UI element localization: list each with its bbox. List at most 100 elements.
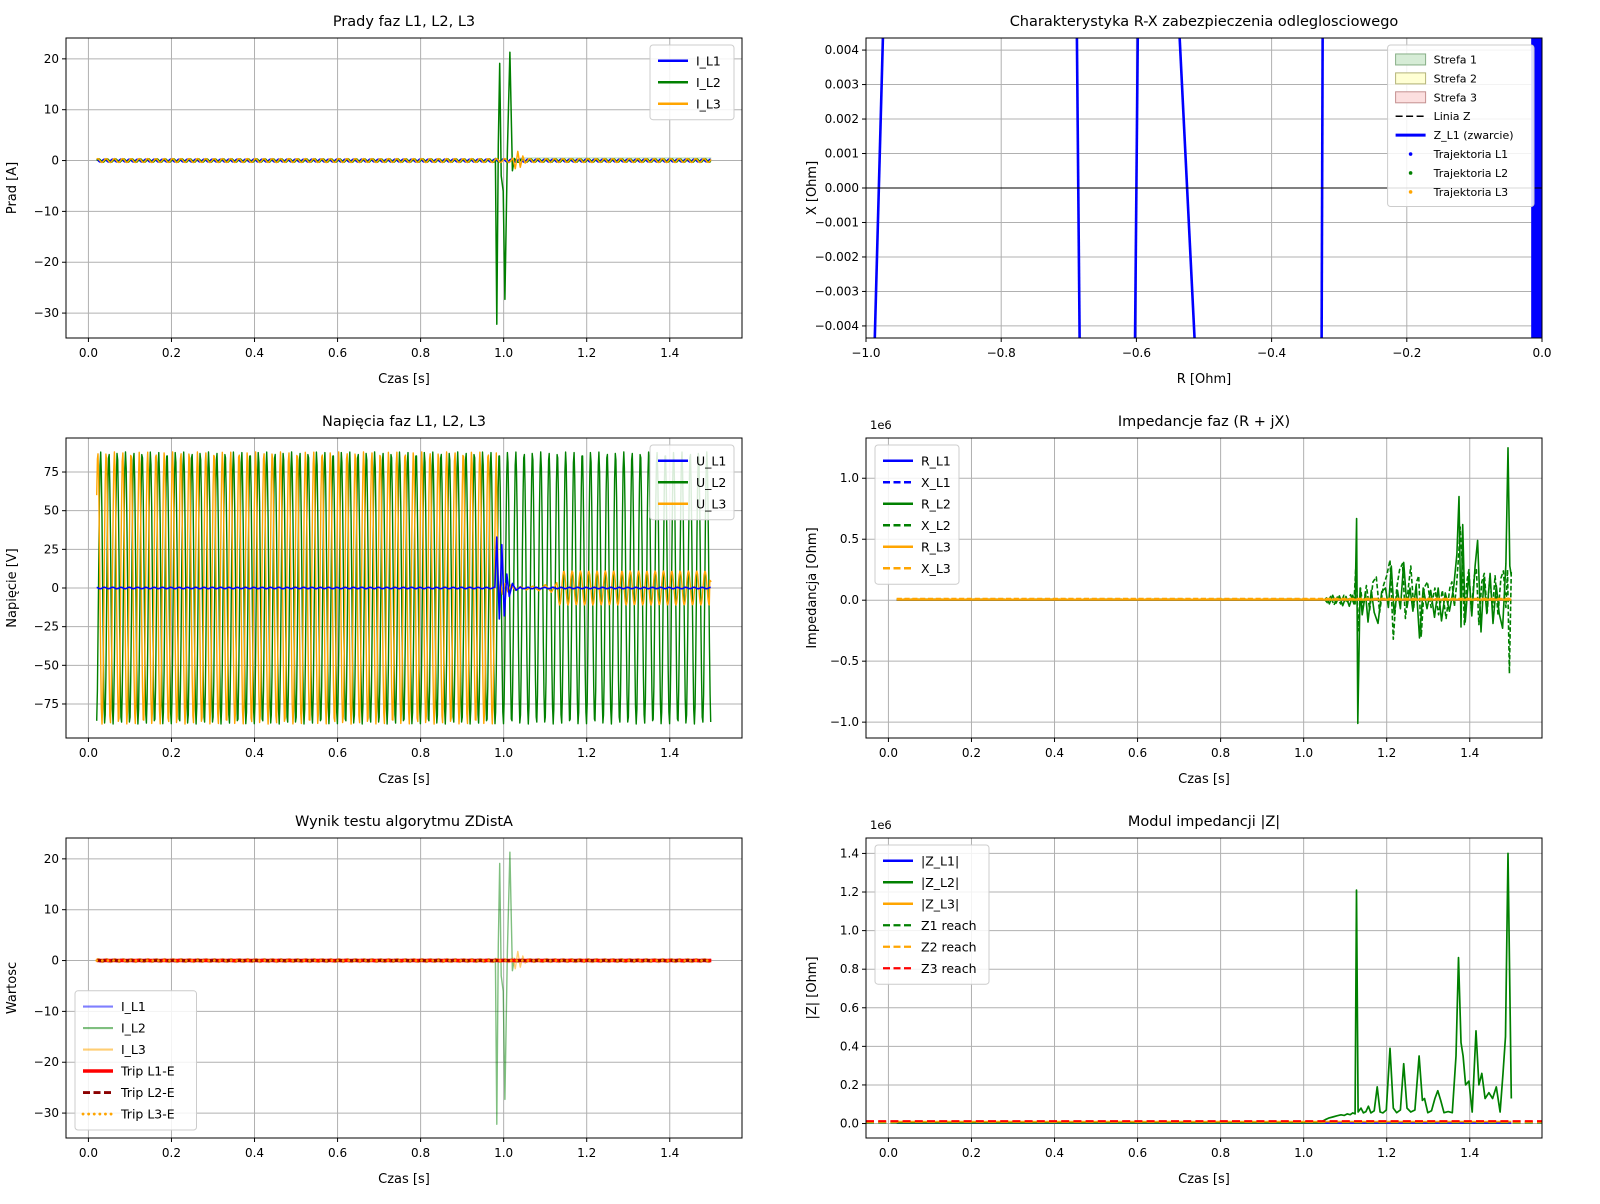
- legend-label: R_L1: [921, 453, 951, 468]
- svg-text:0.2: 0.2: [162, 746, 181, 760]
- grid: [866, 438, 1542, 738]
- legend-label: X_L3: [921, 561, 951, 576]
- svg-text:0.8: 0.8: [411, 746, 430, 760]
- svg-text:0.2: 0.2: [162, 1146, 181, 1160]
- svg-text:0.8: 0.8: [840, 962, 859, 976]
- y-axis-label: |Z| [Ohm]: [805, 956, 820, 1019]
- svg-text:50: 50: [44, 504, 59, 518]
- svg-text:−30: −30: [34, 1106, 59, 1120]
- svg-text:−20: −20: [34, 255, 59, 269]
- legend: I_L1 I_L2 I_L3: [649, 44, 735, 121]
- svg-text:0.8: 0.8: [411, 346, 430, 360]
- svg-text:0.6: 0.6: [328, 746, 347, 760]
- series-I_L3: [96, 150, 712, 170]
- subplot-charakterystyka-rx: −1.0 −0.8 −0.6 −0.4 −0.2 0.0 0.004 0.003 0.002 0.…: [805, 14, 1552, 387]
- legend-label: Strefa 1: [1434, 53, 1477, 66]
- legend-label: Trajektoria L2: [1433, 167, 1509, 180]
- plot-area: [96, 451, 712, 725]
- svg-text:1.0: 1.0: [1294, 746, 1313, 760]
- legend: U_L1 U_L2 U_L3: [649, 444, 735, 521]
- svg-text:1.0: 1.0: [1294, 1146, 1313, 1160]
- svg-text:0.0: 0.0: [879, 1146, 898, 1160]
- cell-impedancje: 0.0 0.2 0.4 0.6 0.8 1.0 1.2 1.4 1.0 0.5 0.0 −0.5 −1.…: [800, 400, 1600, 800]
- legend-label: Strefa 2: [1434, 72, 1477, 85]
- svg-text:−75: −75: [34, 697, 59, 711]
- plot-title: Charakterystyka R-X zabezpieczenia odleg…: [1010, 14, 1399, 30]
- svg-text:0.2: 0.2: [162, 346, 181, 360]
- svg-text:1.0: 1.0: [840, 471, 859, 485]
- legend-label: Linia Z: [1434, 110, 1471, 123]
- plot-title: Wynik testu algorytmu ZDistA: [295, 814, 513, 830]
- legend-label: Strefa 3: [1434, 91, 1477, 104]
- svg-text:0.000: 0.000: [825, 181, 859, 195]
- cell-napiecia: 0.0 0.2 0.4 0.6 0.8 1.0 1.2 1.4 75 50 25 0 −25 −50 −75…: [0, 400, 800, 800]
- svg-text:1.2: 1.2: [577, 1146, 596, 1160]
- legend-label: Trajektoria L1: [1433, 148, 1509, 161]
- svg-text:0: 0: [51, 581, 59, 595]
- legend-label: U_L2: [696, 475, 726, 490]
- tick-labels: 0.0 0.2 0.4 0.6 0.8 1.0 1.2 1.4 75 50 25 0 −25 −50 −75: [34, 465, 680, 760]
- axis-offset-text: 1e6: [870, 418, 892, 432]
- subplot-modul-impedancji: 0.0 0.2 0.4 0.6 0.8 1.0 1.2 1.4 0.0 0.2 0.4 0.6 0.8 1…: [805, 814, 1543, 1187]
- y-axis-label: Napięcie [V]: [5, 548, 20, 627]
- legend-label: Z2 reach: [921, 939, 977, 954]
- legend-label: I_L2: [696, 75, 721, 90]
- axes-spines: [865, 437, 1543, 739]
- svg-text:0.5: 0.5: [840, 532, 859, 546]
- svg-text:0.4: 0.4: [245, 1146, 264, 1160]
- svg-text:0.003: 0.003: [825, 78, 859, 92]
- legend: I_L1 I_L2 I_L3 Trip L1-E Trip L2-E Trip L3-E: [74, 990, 197, 1131]
- svg-text:75: 75: [44, 465, 59, 479]
- legend-label: Z1 reach: [921, 918, 977, 933]
- svg-text:0.4: 0.4: [245, 346, 264, 360]
- subplot-wynik-zdista: 0.0 0.2 0.4 0.6 0.8 1.0 1.2 1.4 20 10 0 −10 −20 −30 Wy…: [5, 814, 743, 1187]
- subplot-impedancje-faz: 0.0 0.2 0.4 0.6 0.8 1.0 1.2 1.4 1.0 0.5 0.0 −0.5 −1.…: [805, 414, 1543, 787]
- legend-label: R_L2: [921, 496, 951, 511]
- plot-title: Impedancje faz (R + jX): [1118, 414, 1290, 430]
- svg-text:0.0: 0.0: [1532, 346, 1551, 360]
- svg-text:0.0: 0.0: [840, 593, 859, 607]
- cell-modul: 0.0 0.2 0.4 0.6 0.8 1.0 1.2 1.4 0.0 0.2 0.4 0.6 0.8 1…: [800, 800, 1600, 1200]
- svg-text:1.0: 1.0: [494, 1146, 513, 1160]
- series-U_L1: [96, 536, 711, 620]
- x-axis-label: Czas [s]: [378, 1172, 430, 1187]
- svg-text:0.0: 0.0: [879, 746, 898, 760]
- svg-text:0.0: 0.0: [840, 1117, 859, 1131]
- svg-text:−0.001: −0.001: [815, 215, 859, 229]
- legend-label: I_L2: [121, 1021, 146, 1036]
- svg-text:0.6: 0.6: [328, 1146, 347, 1160]
- svg-text:1.4: 1.4: [660, 346, 679, 360]
- tick-labels: 0.0 0.2 0.4 0.6 0.8 1.0 1.2 1.4 20 10 0 −10 −20 −30: [34, 52, 680, 360]
- legend-label: I_L3: [696, 96, 721, 111]
- svg-text:−0.4: −0.4: [1257, 346, 1286, 360]
- svg-text:−50: −50: [34, 658, 59, 672]
- legend-label: U_L3: [696, 496, 726, 511]
- svg-text:0.0: 0.0: [79, 746, 98, 760]
- svg-text:1.2: 1.2: [1377, 746, 1396, 760]
- svg-text:1.4: 1.4: [1460, 1146, 1479, 1160]
- cell-rx: −1.0 −0.8 −0.6 −0.4 −0.2 0.0 0.004 0.003 0.002 0.…: [800, 0, 1600, 400]
- tick-labels: 0.0 0.2 0.4 0.6 0.8 1.0 1.2 1.4 1.0 0.5 0.0 −0.5 −1.…: [830, 471, 1479, 760]
- legend-label: |Z_L2|: [921, 875, 959, 890]
- svg-text:−0.003: −0.003: [815, 284, 859, 298]
- svg-text:20: 20: [44, 852, 59, 866]
- svg-text:−20: −20: [34, 1055, 59, 1069]
- svg-text:25: 25: [44, 542, 59, 556]
- x-axis-label: Czas [s]: [378, 372, 430, 387]
- svg-text:0.004: 0.004: [825, 43, 859, 57]
- tick-labels: 0.0 0.2 0.4 0.6 0.8 1.0 1.2 1.4 20 10 0 −10 −20 −30: [34, 852, 680, 1160]
- y-axis-label: X [Ohm]: [805, 161, 820, 215]
- axes-spines: [865, 837, 1543, 1139]
- legend-label: Trip L3-E: [120, 1107, 175, 1122]
- svg-text:1.2: 1.2: [840, 885, 859, 899]
- svg-text:0.6: 0.6: [840, 1001, 859, 1015]
- svg-text:0.002: 0.002: [825, 112, 859, 126]
- svg-text:−0.002: −0.002: [815, 250, 859, 264]
- svg-text:0.6: 0.6: [1128, 1146, 1147, 1160]
- svg-text:0.0: 0.0: [79, 346, 98, 360]
- svg-text:1.2: 1.2: [577, 346, 596, 360]
- svg-text:−30: −30: [34, 306, 59, 320]
- x-axis-label: R [Ohm]: [1177, 372, 1231, 387]
- svg-text:0.4: 0.4: [840, 1039, 859, 1053]
- svg-text:−25: −25: [34, 620, 59, 634]
